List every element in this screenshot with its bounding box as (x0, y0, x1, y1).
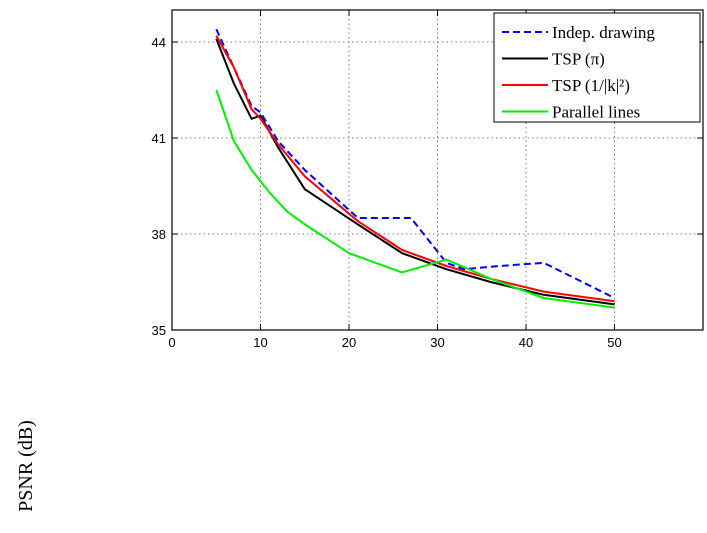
x-tick-label: 40 (519, 335, 533, 350)
x-tick-label: 0 (168, 335, 175, 350)
series-line (215, 89, 615, 309)
series-line (215, 38, 615, 306)
series-layer (215, 28, 615, 309)
series-line (215, 35, 615, 303)
y-tick-label: 35 (152, 323, 166, 338)
legend-label: Indep. drawing (552, 23, 655, 42)
x-tick-label: 10 (253, 335, 267, 350)
legend-label: TSP (π) (552, 50, 605, 69)
y-axis-label: PSNR (dB) (15, 420, 37, 512)
y-tick-label: 38 (152, 227, 166, 242)
x-tick-label: 20 (342, 335, 356, 350)
x-tick-label: 30 (430, 335, 444, 350)
x-tick-label: 50 (607, 335, 621, 350)
legend: Indep. drawing TSP (π) TSP (1/|k|²) Paralle… (493, 12, 701, 123)
y-tick-label: 44 (152, 35, 166, 50)
y-tick-label: 41 (152, 131, 166, 146)
legend-label: TSP (1/|k|²) (552, 76, 630, 95)
legend-label: Parallel lines (552, 103, 640, 122)
